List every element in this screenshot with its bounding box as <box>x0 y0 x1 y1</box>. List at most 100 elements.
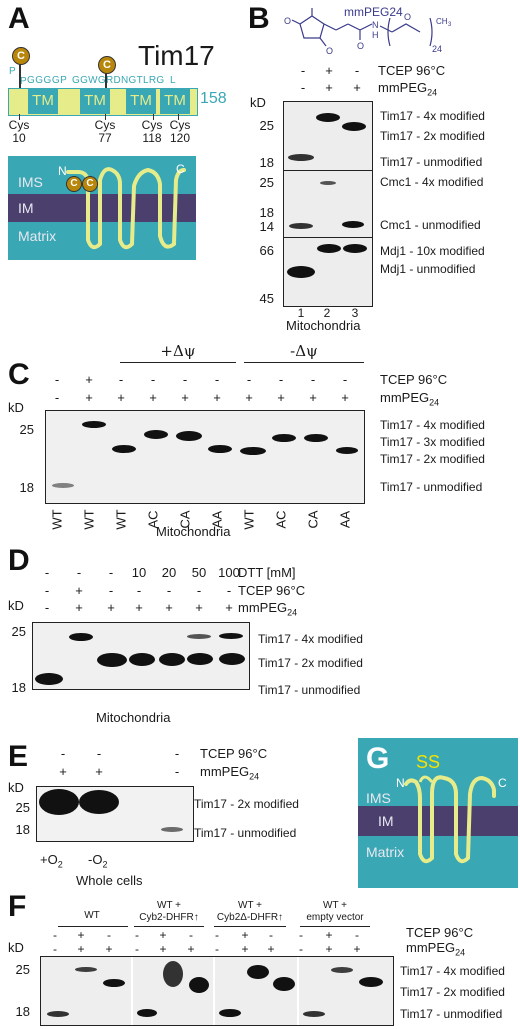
g-ims-label: IMS <box>366 790 391 806</box>
band <box>272 434 296 442</box>
c-row2-item: + <box>213 390 221 405</box>
band <box>189 977 209 993</box>
b3-marker-45: 45 <box>259 291 274 306</box>
d-band-2x: Tim17 - 2x modified <box>258 656 363 670</box>
struct-sub24: 24 <box>432 44 442 54</box>
b1-marker-25: 25 <box>259 118 274 133</box>
struct-o-1: O <box>284 16 291 26</box>
band <box>342 122 366 131</box>
d-row0-item: 10 <box>131 565 147 580</box>
b-blot-tim17 <box>283 101 373 171</box>
seq-p: P <box>9 66 16 77</box>
d-row1-item: - <box>44 583 50 598</box>
band <box>187 653 213 665</box>
d-row0-item: 100 <box>218 565 240 580</box>
e-band-unmod: Tim17 - unmodified <box>194 826 297 840</box>
d-row2-item: + <box>165 600 173 615</box>
protein-length: 158 <box>200 90 227 107</box>
struct-ch3-sub: 3 <box>448 22 452 28</box>
cys-label-77: Cys 77 <box>94 118 116 145</box>
b1-band-2x: Tim17 - 2x modified <box>380 129 485 143</box>
c-row2-item: + <box>341 390 349 405</box>
membrane-diagram-g: G IMS IM Matrix SS N C <box>358 738 518 888</box>
c-band-2x: Tim17 - 2x modified <box>380 452 485 466</box>
c-row2-item: + <box>85 390 93 405</box>
cys-marker-diagram-2: C <box>82 176 98 192</box>
c-row1-item: - <box>182 372 188 387</box>
f-peg-label: mmPEG24 <box>406 940 466 958</box>
band <box>219 633 243 639</box>
e-peg-label: mmPEG24 <box>200 764 260 782</box>
d-row2-item: - <box>44 600 50 615</box>
e-tcep-label: TCEP 96°C <box>200 746 268 761</box>
band <box>240 447 266 455</box>
f-band-2x: Tim17 - 2x modified <box>400 985 505 999</box>
band <box>320 181 336 185</box>
f-group-2: WT + Cyb2-DHFR↑ <box>139 900 199 923</box>
f-row2-item: + <box>241 942 249 956</box>
tim17-title: Tim17 <box>138 40 215 71</box>
c-lanes-item: WT <box>81 509 97 530</box>
f-row1-item: + <box>77 928 85 942</box>
e-tcep-sign-3: - <box>174 746 180 761</box>
c-blot-tim17 <box>45 410 365 504</box>
f-bracket-2 <box>134 926 204 927</box>
band <box>289 223 313 229</box>
d-row1-item: - <box>196 583 202 598</box>
g-im-label: IM <box>378 813 394 829</box>
c-marker-18: 18 <box>19 480 34 495</box>
b1-band-4x: Tim17 - 4x modified <box>380 109 485 123</box>
f-gap-3 <box>297 957 299 1025</box>
d-marker-18: 18 <box>11 680 26 695</box>
f-group-1: WT <box>84 910 100 921</box>
f-row1-item: + <box>325 928 333 942</box>
c-row1-item: + <box>85 372 93 387</box>
tm-segment-3: TM <box>126 88 156 114</box>
band <box>303 1011 325 1017</box>
d-row1-item: - <box>136 583 142 598</box>
struct-o-3: O <box>357 41 364 51</box>
d-kd-label: kD <box>8 598 24 613</box>
cys-marker-10: C <box>12 47 30 65</box>
cys-stalk-10 <box>19 64 21 88</box>
panel-d-label: D <box>8 544 30 577</box>
e-peg-sign-3: - <box>174 764 180 779</box>
band <box>82 421 106 428</box>
e-tcep-sign-1: - <box>60 746 66 761</box>
inner-membrane-band-g <box>358 806 518 836</box>
struct-h: H <box>372 30 379 40</box>
d-row2-item: + <box>107 600 115 615</box>
b-lane-3: 3 <box>351 306 359 320</box>
d-peg-label: mmPEG24 <box>238 600 298 618</box>
f-row2-item: + <box>267 942 275 956</box>
f-row2-item: + <box>325 942 333 956</box>
c-row2-item: + <box>245 390 253 405</box>
f-row1-item: - <box>189 928 193 942</box>
ims-label: IMS <box>18 174 43 190</box>
f-row1-item: + <box>159 928 167 942</box>
band <box>343 244 367 253</box>
g-n-terminus: N <box>396 776 405 790</box>
b-blot-mdj1 <box>283 237 373 307</box>
struct-ch: CH <box>436 17 448 26</box>
c-lanes-item: AA <box>337 510 353 529</box>
c-row1-item: - <box>150 372 156 387</box>
b-blot-cmc1 <box>283 170 373 238</box>
f-row2-item: - <box>53 942 57 956</box>
d-caption: Mitochondria <box>96 710 171 725</box>
band <box>287 266 315 278</box>
c-plus-bracket <box>120 362 236 363</box>
mmpeg24-structure: mmPEG24 O O O N H O 24 CH 3 <box>284 5 452 56</box>
e-cond-o2-plus: +O2 <box>40 852 63 870</box>
c-row1-item: - <box>246 372 252 387</box>
band <box>35 673 63 685</box>
c-tcep-label: TCEP 96°C <box>380 372 448 387</box>
band <box>52 483 74 488</box>
e-marker-25: 25 <box>15 800 30 815</box>
seq-l: L <box>170 75 176 86</box>
b-peg-sign-3: + <box>353 80 361 95</box>
b-tcep-sign-1: - <box>300 63 306 78</box>
c-peg-label: mmPEG24 <box>380 390 440 408</box>
c-plus-dpsi: +Δψ <box>160 342 196 360</box>
panel-b-label: B <box>248 2 270 35</box>
